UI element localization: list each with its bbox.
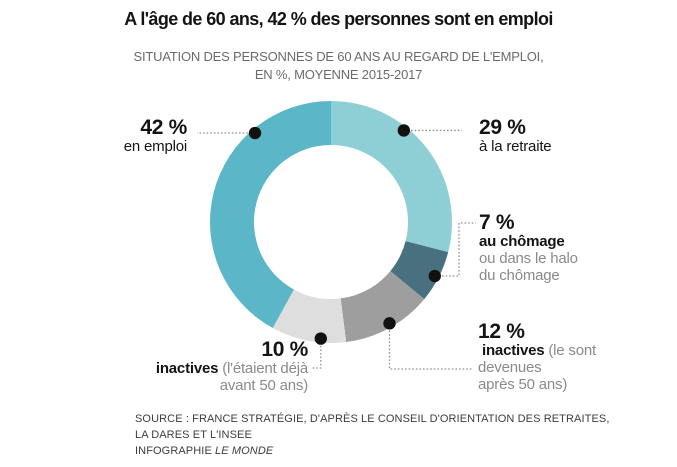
chart-subtitle: SITUATION DES PERSONNES DE 60 ANS AU REG… xyxy=(0,48,677,84)
callout-dot-retraite xyxy=(397,124,411,137)
callout-emploi: 42 % en emploi xyxy=(123,116,188,155)
callout-inactives-apres-value: 12 % xyxy=(478,320,525,343)
callout-chomage-label-gray-1: ou dans le halo xyxy=(479,250,578,267)
source-block: SOURCE : FRANCE STRATÉGIE, D'APRÈS LE CO… xyxy=(135,411,610,459)
callout-inactives-avant: 10 % inactives (l'étaient déjà avant 50 … xyxy=(156,339,308,394)
callout-chomage: 7 % au chômage ou dans le halo du chômag… xyxy=(479,212,578,284)
callout-inactives-avant-line-1: inactives (l'étaient déjà xyxy=(156,360,308,377)
callout-emploi-value: 42 % xyxy=(140,116,187,139)
callout-chomage-label-bold: au chômage xyxy=(479,233,565,250)
callout-chomage-value: 7 % xyxy=(479,211,515,234)
callout-inactives-avant-gray-1: (l'étaient déjà xyxy=(222,360,308,377)
callout-dot-inactives-avant xyxy=(314,332,328,345)
callout-inactives-apres-gray-2: devenues xyxy=(478,359,542,376)
credit-name: LE MONDE xyxy=(215,445,274,457)
chart-subtitle-line-2: EN %, MOYENNE 2015-2017 xyxy=(254,67,423,82)
callout-inactives-apres-line-1: inactives (le sont xyxy=(478,342,596,359)
credit-line: INFOGRAPHIE LE MONDE xyxy=(135,443,610,459)
callout-inactives-avant-gray-2: avant 50 ans) xyxy=(219,377,308,394)
donut-segment-emploi xyxy=(209,101,331,329)
callout-inactives-avant-bold: inactives xyxy=(155,360,219,377)
callout-retraite: 29 % à la retraite xyxy=(479,116,552,155)
leader-line-inactives-avant xyxy=(311,338,322,369)
source-line-1: SOURCE : FRANCE STRATÉGIE, D'APRÈS LE CO… xyxy=(135,413,610,425)
chart-title: A l'âge de 60 ans, 42 % des personnes so… xyxy=(124,9,553,29)
callout-inactives-apres: 12 % inactives (le sont devenues après 5… xyxy=(478,321,596,393)
callout-dot-chomage xyxy=(428,269,441,283)
callout-inactives-apres-gray-3: après 50 ans) xyxy=(478,376,568,393)
callout-dot-emploi xyxy=(248,126,262,140)
leader-line-inactives-apres xyxy=(388,323,472,370)
callout-emploi-label: en emploi xyxy=(123,138,187,155)
donut-segment-inactives-avant xyxy=(272,289,347,343)
donut-segment-inactives-apres xyxy=(340,271,425,343)
chart-subtitle-line-1: SITUATION DES PERSONNES DE 60 ANS AU REG… xyxy=(133,49,544,64)
callout-retraite-value: 29 % xyxy=(479,116,526,139)
leader-line-chomage xyxy=(434,222,476,277)
callout-dot-inactives-apres xyxy=(383,317,396,330)
credit-prefix: INFOGRAPHIE xyxy=(135,445,216,457)
source-line-2: LA DARES ET L'INSEE xyxy=(135,429,252,441)
callout-inactives-apres-bold: inactives xyxy=(482,342,545,359)
callout-inactives-apres-gray-1: (le sont xyxy=(548,342,596,359)
donut-segment-chomage xyxy=(390,241,449,300)
callout-chomage-label-gray-2: du chômage xyxy=(479,267,560,284)
donut-segment-retraite xyxy=(331,101,452,253)
callout-retraite-label: à la retraite xyxy=(479,138,552,155)
callout-inactives-avant-value: 10 % xyxy=(261,338,308,361)
